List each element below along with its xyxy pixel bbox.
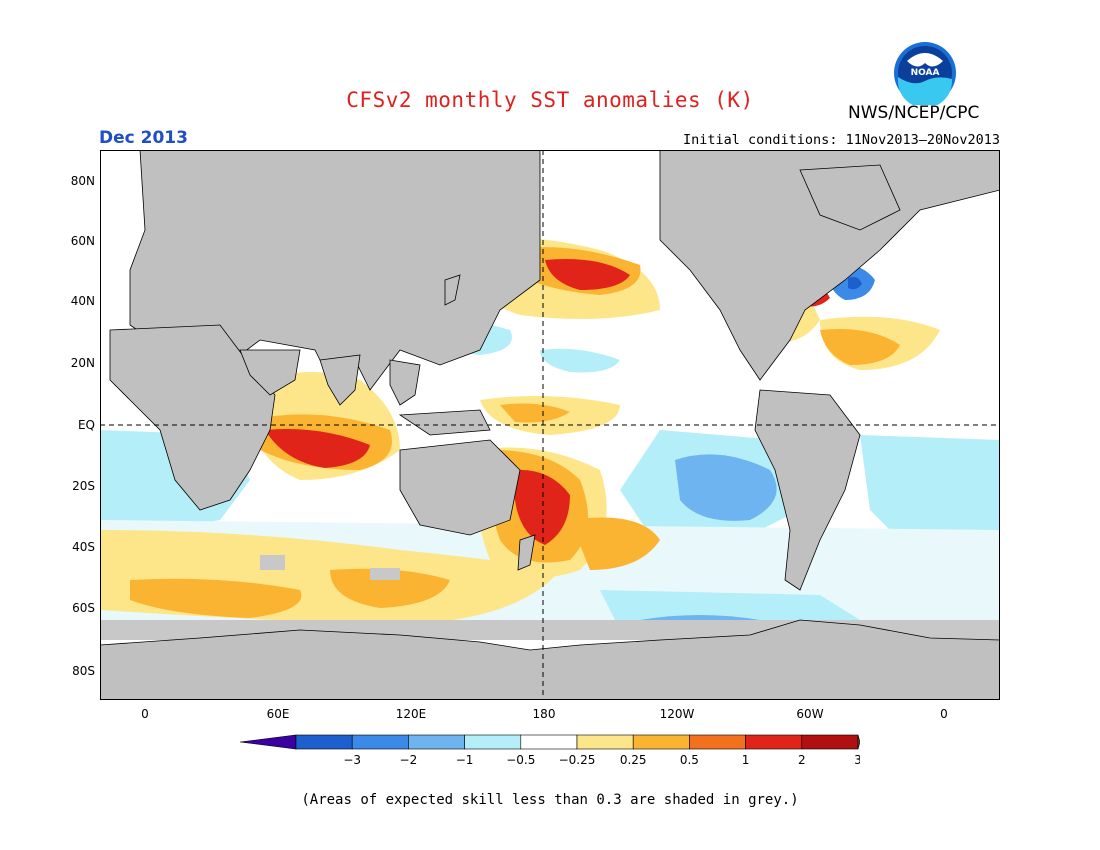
colorbar-segment: [464, 734, 522, 750]
colorbar-segment: [295, 734, 353, 750]
lat-label: 80N: [70, 174, 95, 188]
sst-anomaly-map: [100, 150, 1000, 700]
lon-label: 120E: [395, 707, 427, 721]
colorbar-tick-label: 0.5: [680, 753, 699, 767]
initial-conditions: Initial conditions: 11Nov2013–20Nov2013: [683, 132, 1000, 148]
lat-label: 40N: [70, 294, 95, 308]
lon-label: 0: [940, 707, 948, 721]
lon-label: 60W: [796, 707, 824, 721]
colorbar-tick-label: 1: [742, 753, 750, 767]
colorbar-arrow-low: [240, 734, 297, 750]
colorbar-tick-label: −1: [456, 753, 474, 767]
lon-label: 0: [141, 707, 149, 721]
colorbar-arrow-high: [857, 734, 860, 750]
colorbar-tick-label: −0.5: [506, 753, 535, 767]
colorbar-segments: [240, 734, 860, 750]
skill-note: (Areas of expected skill less than 0.3 a…: [301, 792, 799, 808]
colorbar-segment: [520, 734, 578, 750]
colorbar-ticks: −3 −2 −1 −0.5 −0.25 0.25 0.5 1 2 3: [343, 753, 860, 767]
colorbar-tick-label: 2: [798, 753, 806, 767]
colorbar-segment: [632, 734, 690, 750]
lat-label: 40S: [72, 540, 95, 554]
colorbar-segment: [745, 734, 803, 750]
colorbar-tick-label: −3: [343, 753, 361, 767]
land-masses: [100, 150, 1000, 700]
lat-label: 20S: [72, 479, 95, 493]
lat-label: 80S: [72, 664, 95, 678]
lat-label: 60S: [72, 601, 95, 615]
colorbar: −3 −2 −1 −0.5 −0.25 0.25 0.5 1 2 3: [240, 734, 860, 767]
lat-label: 20N: [70, 356, 95, 370]
forecast-month: Dec 2013: [99, 128, 188, 148]
lon-label: 180: [532, 707, 556, 721]
colorbar-segment: [801, 734, 859, 750]
colorbar-tick-label: −0.25: [559, 753, 596, 767]
lat-label: 60N: [70, 234, 95, 248]
lon-label: 120W: [659, 707, 695, 721]
colorbar-segment: [576, 734, 634, 750]
lon-label: 60E: [266, 707, 290, 721]
noaa-logo-text: NOAA: [911, 68, 940, 78]
colorbar-segment: [351, 734, 409, 750]
colorbar-tick-label: −2: [400, 753, 418, 767]
lat-label: EQ: [77, 418, 95, 432]
colorbar-segment: [689, 734, 746, 750]
colorbar-tick-label: 0.25: [620, 753, 647, 767]
chart-title: CFSv2 monthly SST anomalies (K): [346, 88, 754, 112]
noaa-logo: NOAA: [894, 42, 956, 105]
colorbar-segment: [408, 734, 465, 750]
agency-label: NWS/NCEP/CPC: [848, 103, 980, 123]
colorbar-tick-label: 3: [854, 753, 860, 767]
